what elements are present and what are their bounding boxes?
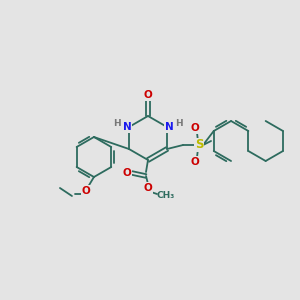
Text: O: O [123, 168, 131, 178]
Text: S: S [195, 139, 203, 152]
Text: O: O [191, 157, 200, 167]
Text: O: O [144, 90, 152, 100]
Text: O: O [191, 123, 200, 133]
Text: H: H [113, 118, 121, 127]
Text: O: O [82, 186, 90, 196]
Text: N: N [123, 122, 131, 132]
Text: O: O [144, 183, 152, 193]
Text: CH₃: CH₃ [157, 191, 175, 200]
Text: N: N [165, 122, 173, 132]
Text: H: H [175, 118, 183, 127]
